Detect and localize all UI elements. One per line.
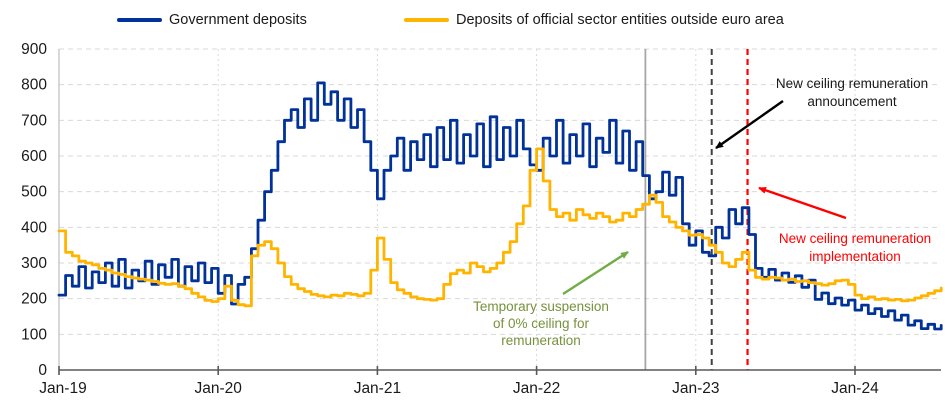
- y-tick-label-800: 800: [21, 77, 47, 94]
- y-tick-label-200: 200: [21, 291, 47, 308]
- legend-swatch-blue-line: [117, 18, 162, 22]
- series-official-sector-deposits: [57, 147, 943, 308]
- annotation-arrow-announcement: [715, 100, 784, 149]
- y-tick-label-600: 600: [21, 148, 47, 165]
- y-tick-label-0: 0: [38, 362, 47, 379]
- y-tick-label-100: 100: [21, 326, 47, 343]
- x-tick-label-Jan-22: Jan-22: [513, 380, 560, 397]
- y-tick-label-300: 300: [21, 255, 47, 272]
- y-tick-label-500: 500: [21, 184, 47, 201]
- legend-item-official-sector-deposits: Deposits of official sector entities out…: [404, 12, 784, 28]
- x-tick-label-Jan-24: Jan-24: [831, 380, 879, 397]
- annotation-text-announcement: New ceiling remuneration announcement: [776, 76, 928, 109]
- legend: Government deposits Deposits of official…: [0, 0, 945, 34]
- annotation-arrow-implementation: [758, 186, 847, 220]
- x-tick-label-Jan-20: Jan-20: [194, 380, 242, 397]
- annotation-text-suspension: Temporary suspension of 0% ceiling for rem…: [473, 299, 609, 348]
- y-tick-label-900: 900: [21, 41, 47, 58]
- annotation-text-implementation: New ceiling remuneration implementation: [779, 231, 931, 264]
- y-tick-label-400: 400: [21, 219, 47, 236]
- legend-swatch-yellow-line: [404, 18, 449, 22]
- legend-label-official-sector-deposits: Deposits of official sector entities out…: [456, 12, 784, 28]
- x-tick-label-Jan-19: Jan-19: [39, 380, 86, 397]
- legend-label-government-deposits: Government deposits: [169, 12, 307, 28]
- x-tick-label-Jan-21: Jan-21: [354, 380, 401, 397]
- annotation-arrow-suspension: [562, 250, 629, 296]
- y-tick-label-700: 700: [21, 112, 47, 129]
- x-tick-label-Jan-23: Jan-23: [672, 380, 719, 397]
- legend-item-government-deposits: Government deposits: [117, 12, 307, 28]
